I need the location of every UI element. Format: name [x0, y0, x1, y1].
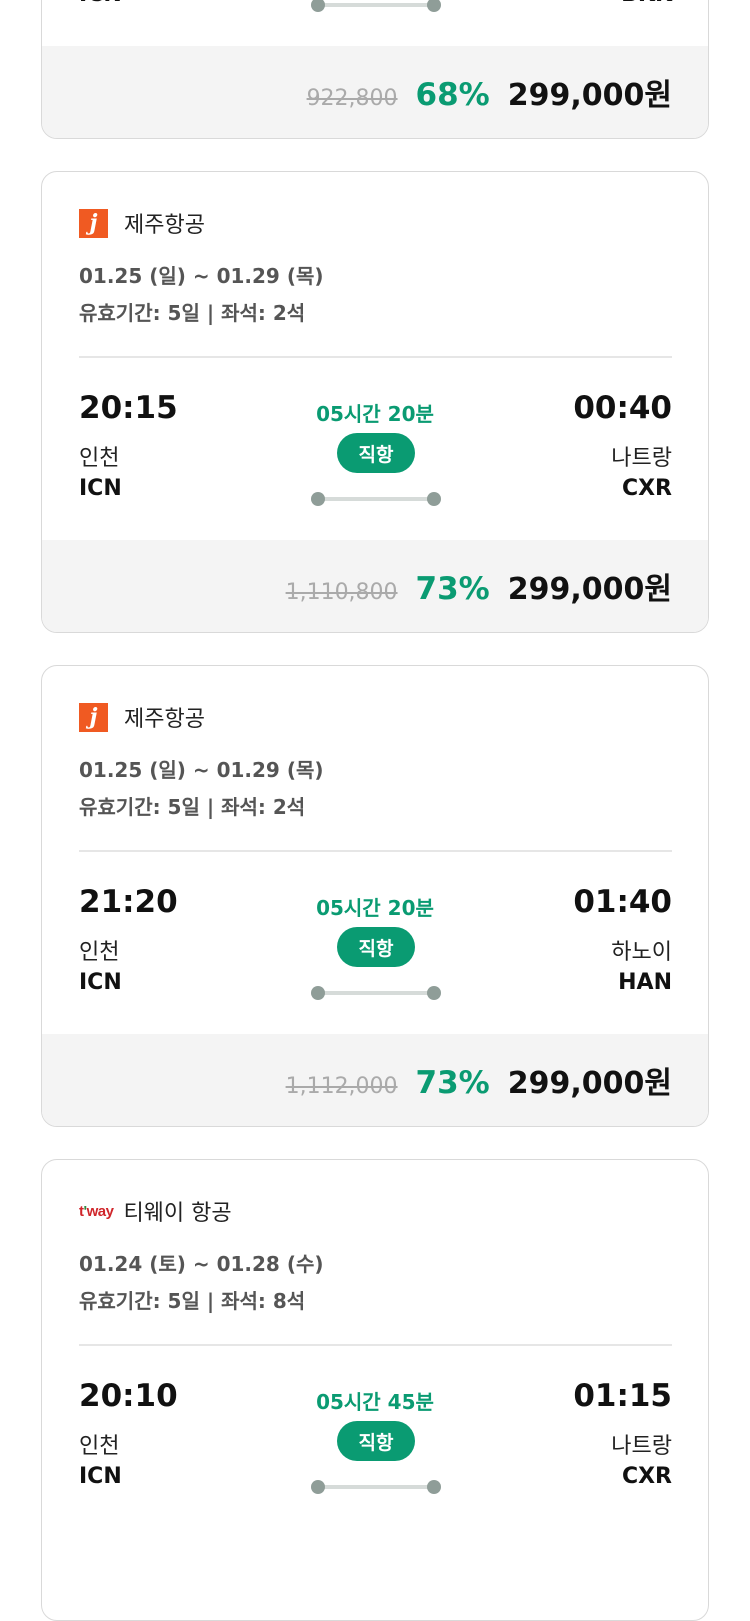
airline: t'way 티웨이 항공	[79, 1196, 232, 1226]
airline: j 제주항공	[79, 208, 205, 238]
discount-rate: 73%	[415, 1065, 490, 1101]
departure-code: ICN	[79, 970, 122, 995]
jeju-air-logo: j	[79, 208, 108, 238]
arrival-city: 나트랑	[611, 446, 672, 471]
sale-price: 299,000원	[507, 1066, 672, 1101]
arrival-time: 00:40	[573, 390, 672, 426]
flight-card[interactable]: j 제주항공 01.25 (일) ~ 01.29 (목) 유효기간: 5일 | 좌…	[41, 665, 709, 1127]
travel-dates: 01.25 (일) ~ 01.29 (목)	[79, 758, 324, 782]
original-price: 922,800	[306, 86, 398, 111]
departure-city: 인천	[79, 1434, 120, 1459]
jeju-air-logo: j	[79, 702, 108, 732]
departure-code: ICN	[79, 1464, 122, 1489]
airline-name: 제주항공	[124, 213, 205, 238]
arrival-code: HAN	[618, 970, 672, 995]
flight-card[interactable]: j 제주항공 01.25 (일) ~ 01.29 (목) 유효기간: 5일 | 좌…	[41, 171, 709, 633]
route-line	[311, 1480, 441, 1494]
departure-city: 인천	[79, 446, 120, 471]
departure-time: 20:15	[79, 390, 178, 426]
arrival-city: 하노이	[611, 940, 672, 965]
travel-dates: 01.25 (일) ~ 01.29 (목)	[79, 264, 324, 288]
flight-duration: 05시간 45분	[316, 1390, 434, 1414]
direct-flight-badge: 직항	[337, 927, 415, 967]
divider	[79, 850, 672, 852]
route-line	[311, 986, 441, 1000]
validity-seats: 유효기간: 5일 | 좌석: 2석	[79, 301, 306, 325]
arrival-time: 01:40	[573, 884, 672, 920]
sale-price: 299,000원	[507, 78, 672, 113]
discount-rate: 73%	[415, 571, 490, 607]
direct-flight-badge: 직항	[337, 433, 415, 473]
departure-code: ICN	[79, 0, 122, 7]
validity-seats: 유효기간: 5일 | 좌석: 8석	[79, 1289, 306, 1313]
arrival-code: BKK	[621, 0, 672, 7]
validity-seats: 유효기간: 5일 | 좌석: 2석	[79, 795, 306, 819]
airline-name: 제주항공	[124, 707, 205, 732]
departure-code: ICN	[79, 476, 122, 501]
discount-rate: 68%	[415, 77, 490, 113]
original-price: 1,110,800	[285, 580, 398, 605]
arrival-code: CXR	[621, 476, 672, 501]
original-price: 1,112,000	[285, 1074, 398, 1099]
departure-time: 21:20	[79, 884, 178, 920]
price-footer: 1,112,000 73% 299,000원	[42, 1034, 708, 1126]
airline: j 제주항공	[79, 702, 205, 732]
direct-flight-badge: 직항	[337, 1421, 415, 1461]
price-footer: 1,110,800 73% 299,000원	[42, 540, 708, 632]
airline-name: 티웨이 항공	[123, 1201, 232, 1226]
divider	[79, 356, 672, 358]
route-line	[311, 0, 441, 12]
divider	[79, 1344, 672, 1346]
arrival-city: 나트랑	[611, 1434, 672, 1459]
price-footer: 922,800 68% 299,000원	[42, 46, 708, 138]
arrival-code: CXR	[621, 1464, 672, 1489]
flight-card[interactable]: ICN BKK 922,800 68% 299,000원	[41, 0, 709, 139]
departure-city: 인천	[79, 940, 120, 965]
flight-card[interactable]: t'way 티웨이 항공 01.24 (토) ~ 01.28 (수) 유효기간: …	[41, 1159, 709, 1621]
flight-duration: 05시간 20분	[316, 896, 434, 920]
arrival-time: 01:15	[573, 1378, 672, 1414]
flight-duration: 05시간 20분	[316, 402, 434, 426]
tway-logo: t'way	[79, 1202, 114, 1220]
sale-price: 299,000원	[507, 572, 672, 607]
departure-time: 20:10	[79, 1378, 178, 1414]
travel-dates: 01.24 (토) ~ 01.28 (수)	[79, 1252, 324, 1276]
route-line	[311, 492, 441, 506]
